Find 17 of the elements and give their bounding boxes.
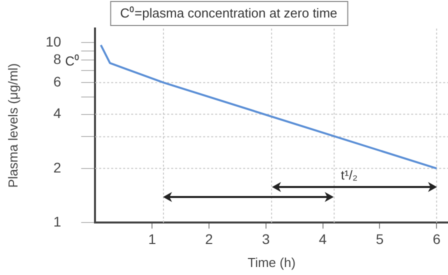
x-axis-title: Time (h) bbox=[248, 254, 296, 270]
y-tick-label: 8 bbox=[53, 50, 62, 67]
x-tick-label: 1 bbox=[148, 230, 156, 247]
y-tick-label: 1 bbox=[53, 213, 62, 230]
text: C⁰=plasma concentration at zero time bbox=[120, 6, 338, 21]
y-tick-label: 2 bbox=[53, 159, 62, 176]
y-tick-label: 6 bbox=[53, 73, 62, 90]
x-tick-label: 2 bbox=[205, 230, 214, 247]
x-tick-label: 6 bbox=[432, 230, 441, 247]
annotation: t¹/₂ bbox=[340, 168, 358, 183]
y-tick-label: 10 bbox=[46, 34, 62, 50]
x-tick-label: 3 bbox=[262, 230, 270, 247]
x-tick-label: 5 bbox=[376, 230, 384, 247]
x-tick-label: 4 bbox=[318, 230, 327, 247]
y-tick-label: 4 bbox=[53, 105, 62, 122]
y-axis-title: Plasma levels (μg/ml) bbox=[5, 63, 20, 188]
text: C⁰ bbox=[65, 54, 80, 69]
